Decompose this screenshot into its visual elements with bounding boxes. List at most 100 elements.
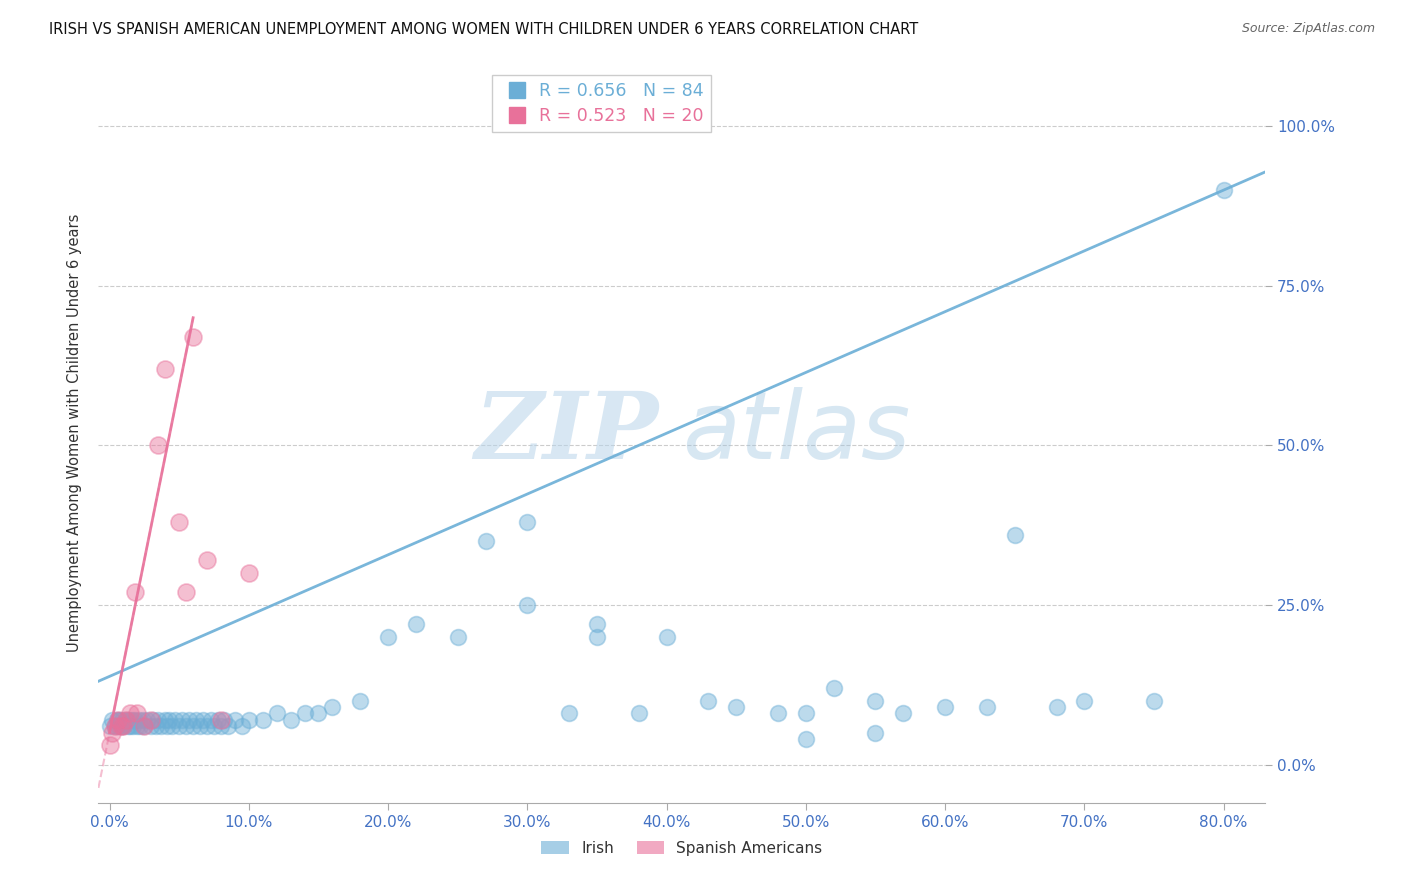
Point (865, 694, 887, 708)
Point (377, 630, 399, 644)
Y-axis label: Unemployment Among Women with Children Under 6 years: Unemployment Among Women with Children U… (67, 213, 83, 652)
Legend: Irish, Spanish Americans: Irish, Spanish Americans (536, 835, 828, 862)
Point (766, 706, 789, 721)
Point (405, 617, 427, 632)
Point (115, 713, 138, 727)
Point (134, 719, 156, 733)
Point (209, 713, 232, 727)
Point (107, 713, 129, 727)
Point (132, 713, 155, 727)
Point (238, 566, 260, 580)
Point (112, 719, 135, 733)
Point (627, 706, 650, 721)
Point (207, 713, 229, 727)
Point (112, 719, 135, 733)
Point (280, 713, 302, 727)
Point (98, 719, 121, 733)
Point (142, 713, 165, 727)
Point (174, 719, 197, 733)
Point (127, 706, 149, 721)
Point (191, 713, 214, 727)
Point (110, 719, 132, 733)
Point (150, 719, 173, 733)
Point (170, 713, 193, 727)
Point (101, 725, 124, 739)
Point (122, 719, 145, 733)
Point (516, 598, 538, 612)
Point (177, 713, 200, 727)
Point (134, 719, 156, 733)
Point (141, 719, 163, 733)
Point (128, 713, 150, 727)
Point (349, 694, 371, 708)
Point (188, 719, 211, 733)
Point (202, 719, 225, 733)
Point (148, 713, 170, 727)
Point (101, 713, 124, 727)
Point (141, 713, 163, 727)
Point (934, 700, 956, 714)
Point (163, 713, 186, 727)
Point (586, 617, 609, 632)
Point (159, 713, 181, 727)
Point (167, 719, 190, 733)
Point (107, 719, 129, 733)
Point (124, 713, 146, 727)
Point (558, 706, 581, 721)
Point (155, 713, 177, 727)
Point (231, 719, 253, 733)
Point (120, 719, 142, 733)
Point (136, 713, 159, 727)
Point (160, 719, 183, 733)
Point (104, 719, 127, 733)
Point (655, 630, 678, 644)
Point (1212, 183, 1234, 197)
Point (209, 719, 232, 733)
Point (447, 630, 470, 644)
Point (294, 706, 316, 721)
Point (212, 713, 235, 727)
Point (167, 515, 190, 529)
Point (725, 700, 748, 714)
Point (794, 706, 817, 721)
Point (823, 681, 845, 695)
Point (155, 361, 177, 376)
Point (104, 719, 127, 733)
Text: atlas: atlas (682, 387, 910, 478)
Point (224, 713, 246, 727)
Text: IRISH VS SPANISH AMERICAN UNEMPLOYMENT AMONG WOMEN WITH CHILDREN UNDER 6 YEARS C: IRISH VS SPANISH AMERICAN UNEMPLOYMENT A… (49, 22, 918, 37)
Point (105, 713, 128, 727)
Point (865, 725, 887, 739)
Point (156, 719, 179, 733)
Point (127, 719, 149, 733)
Point (794, 731, 817, 746)
Point (321, 700, 343, 714)
Point (124, 585, 146, 599)
Point (200, 713, 222, 727)
Point (891, 706, 914, 721)
Point (111, 713, 134, 727)
Text: ZIP: ZIP (474, 388, 658, 477)
Point (181, 330, 204, 344)
Point (98, 739, 121, 753)
Point (1143, 694, 1166, 708)
Point (148, 438, 170, 452)
Point (184, 713, 207, 727)
Point (238, 713, 260, 727)
Point (115, 713, 138, 727)
Point (108, 713, 131, 727)
Point (474, 534, 496, 549)
Point (266, 706, 288, 721)
Point (976, 700, 998, 714)
Point (118, 713, 141, 727)
Point (516, 515, 538, 529)
Point (121, 713, 143, 727)
Point (1073, 694, 1095, 708)
Point (1045, 700, 1067, 714)
Point (145, 719, 167, 733)
Point (195, 553, 218, 567)
Point (217, 719, 239, 733)
Point (195, 719, 218, 733)
Point (117, 719, 139, 733)
Point (174, 585, 197, 599)
